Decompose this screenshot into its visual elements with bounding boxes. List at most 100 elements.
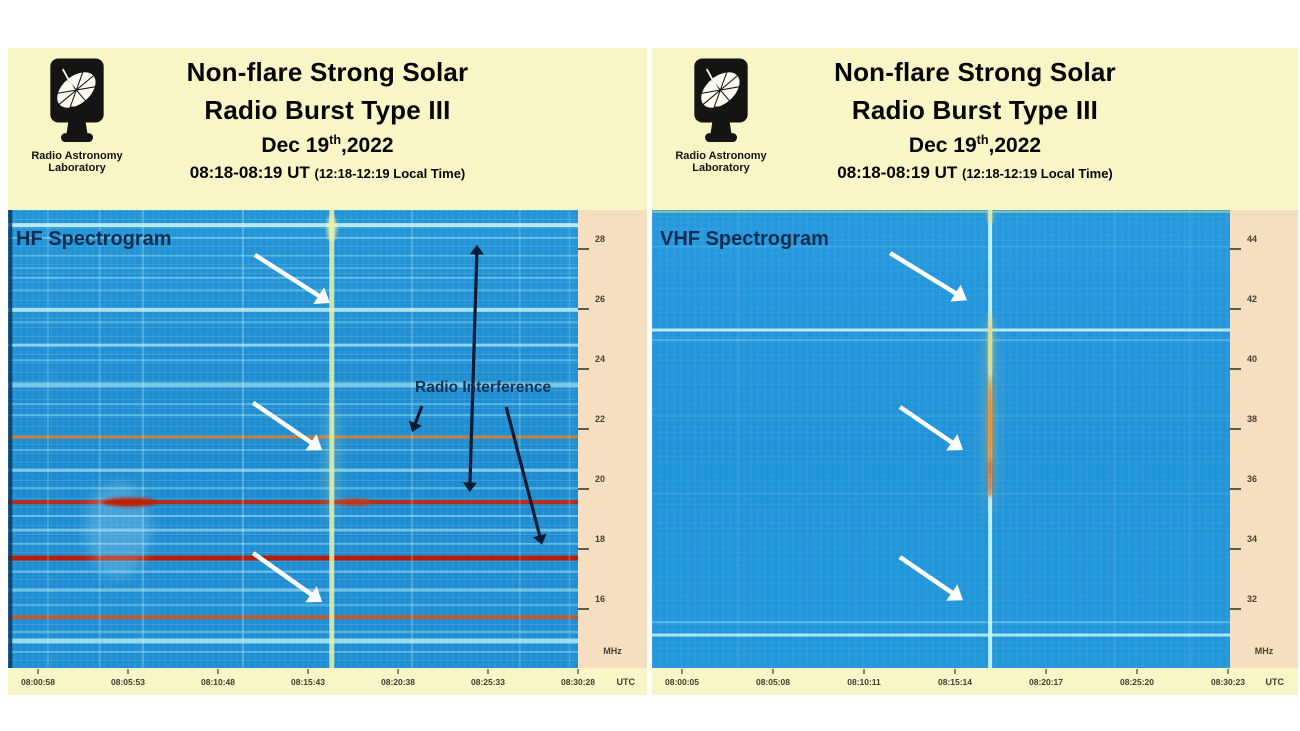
date-suffix: ,2022 xyxy=(988,134,1042,157)
freq-tick-mark xyxy=(1230,548,1241,550)
time-tick-mark xyxy=(217,669,219,674)
vhf-spectrogram-overlay xyxy=(652,210,1230,668)
time-tick-mark xyxy=(772,669,774,674)
vhf-spectrogram-plot: VHF Spectrogram xyxy=(652,210,1230,668)
freq-tick-mark xyxy=(578,248,589,250)
freq-tick-label: 22 xyxy=(595,414,606,424)
time-tick-label: 08:25:20 xyxy=(1119,677,1155,687)
time-tick-label: 08:10:48 xyxy=(200,677,236,687)
time-tick-label: 08:05:53 xyxy=(110,677,146,687)
time-local: (12:18-12:19 Local Time) xyxy=(961,166,1113,181)
vhf-panel: Radio Astronomy Laboratory Non-flare Str… xyxy=(652,48,1298,695)
vhf-titles: Non-flare Strong Solar Radio Burst Type … xyxy=(652,56,1298,183)
freq-tick-label: 34 xyxy=(1247,534,1258,544)
hf-plot-label: HF Spectrogram xyxy=(16,228,172,250)
time-tick-label: 08:20:38 xyxy=(380,677,416,687)
freq-tick-mark xyxy=(1230,428,1241,430)
freq-tick-label: 38 xyxy=(1247,414,1258,424)
title-line1: Non-flare Strong Solar xyxy=(186,57,469,87)
freq-tick-label: 24 xyxy=(595,354,606,364)
time-tick-label: 08:15:43 xyxy=(290,677,326,687)
time-tick-label: 08:00:58 xyxy=(20,677,56,687)
time-tick-mark xyxy=(487,669,489,674)
hf-frequency-unit: MHz xyxy=(603,646,622,656)
freq-tick-mark xyxy=(578,548,589,550)
title-line2: Radio Burst Type III xyxy=(851,95,1099,125)
freq-tick-label: 40 xyxy=(1247,354,1258,364)
date-superscript: th xyxy=(976,133,989,147)
date-line: Dec 19th,2022 xyxy=(652,133,1298,158)
logo-caption-line2: Laboratory xyxy=(692,162,750,175)
date-prefix: Dec 19 xyxy=(908,134,977,157)
time-tick-mark xyxy=(37,669,39,674)
time-tick-label: 08:15:14 xyxy=(937,677,973,687)
freq-tick-label: 28 xyxy=(595,234,606,244)
date-suffix: ,2022 xyxy=(341,134,394,157)
freq-tick-label: 32 xyxy=(1247,594,1258,604)
freq-tick-mark xyxy=(578,428,589,430)
time-ut: 08:18-08:19 UT xyxy=(189,163,310,182)
observation-time: 08:18-08:19 UT (12:18-12:19 Local Time) xyxy=(652,163,1298,183)
radio-dish-icon xyxy=(50,58,104,142)
vhf-time-axis: UTC 08:00:05 08:05:08 08:10:11 08:15:14 08:2… xyxy=(652,668,1298,695)
hf-panel: Radio Astronomy Laboratory Non-flare Str… xyxy=(8,48,647,695)
freq-tick-label: 44 xyxy=(1247,234,1258,244)
freq-tick-mark xyxy=(1230,488,1241,490)
freq-tick-mark xyxy=(1230,608,1241,610)
hf-spectrogram-overlay xyxy=(8,210,578,668)
vhf-time-unit: UTC xyxy=(1265,677,1285,687)
freq-tick-mark xyxy=(1230,308,1241,310)
freq-tick-label: 42 xyxy=(1247,294,1258,304)
hf-spectrogram-plot: HF Spectrogram Radio Interference xyxy=(8,210,578,668)
date-prefix: Dec 19 xyxy=(261,134,330,157)
freq-tick-mark xyxy=(578,608,589,610)
freq-tick-label: 26 xyxy=(595,294,606,304)
vhf-frequency-unit: MHz xyxy=(1254,646,1274,656)
time-tick-label: 08:20:17 xyxy=(1028,677,1064,687)
freq-tick-mark xyxy=(1230,368,1241,370)
time-tick-mark xyxy=(681,669,683,674)
time-ut: 08:18-08:19 UT xyxy=(837,163,958,182)
time-tick-mark xyxy=(397,669,399,674)
freq-tick-mark xyxy=(1230,248,1241,250)
hf-time-unit: UTC xyxy=(616,677,636,687)
vhf-frequency-axis: MHz 44 42 40 38 36 34 32 xyxy=(1230,210,1298,668)
lab-logo: Radio Astronomy Laboratory xyxy=(12,56,142,175)
hf-frequency-axis: MHz 28 26 24 22 20 18 16 xyxy=(578,210,647,668)
hf-time-axis: UTC 08:00:58 08:05:53 08:10:48 08:15:43 08:2… xyxy=(8,668,647,695)
freq-tick-label: 16 xyxy=(595,594,606,604)
freq-tick-mark xyxy=(578,488,589,490)
time-tick-mark xyxy=(1227,669,1229,674)
radio-dish-icon xyxy=(694,58,748,142)
vhf-header: Radio Astronomy Laboratory Non-flare Str… xyxy=(652,48,1298,210)
logo-caption-line1: Radio Astronomy xyxy=(31,150,123,162)
freq-tick-label: 20 xyxy=(595,474,606,484)
time-tick-mark xyxy=(577,669,579,674)
title-line2: Radio Burst Type III xyxy=(204,95,451,125)
vhf-plot-label: VHF Spectrogram xyxy=(660,228,829,250)
time-tick-label: 08:30:28 xyxy=(560,677,596,687)
freq-tick-mark xyxy=(578,308,589,310)
time-tick-label: 08:05:08 xyxy=(755,677,791,687)
time-tick-mark xyxy=(863,669,865,674)
lab-logo: Radio Astronomy Laboratory xyxy=(656,56,786,175)
lab-logo-caption: Radio Astronomy Laboratory xyxy=(656,150,786,175)
freq-tick-mark xyxy=(578,368,589,370)
time-tick-mark xyxy=(1045,669,1047,674)
time-tick-mark xyxy=(954,669,956,674)
time-tick-label: 08:10:11 xyxy=(847,677,881,687)
title-line1: Non-flare Strong Solar xyxy=(834,57,1116,87)
time-tick-label: 08:30:23 xyxy=(1210,677,1246,687)
time-tick-mark xyxy=(127,669,129,674)
time-local: (12:18-12:19 Local Time) xyxy=(314,166,466,181)
date-line: Dec 19th,2022 xyxy=(8,133,647,158)
time-tick-mark xyxy=(307,669,309,674)
date-superscript: th xyxy=(329,133,342,147)
radio-interference-label: Radio Interference xyxy=(415,379,552,396)
time-tick-label: 08:00:05 xyxy=(664,677,700,687)
time-tick-mark xyxy=(1136,669,1138,674)
logo-caption-line2: Laboratory xyxy=(48,162,106,175)
logo-caption-line1: Radio Astronomy xyxy=(675,150,767,162)
hf-titles: Non-flare Strong Solar Radio Burst Type … xyxy=(8,56,647,183)
